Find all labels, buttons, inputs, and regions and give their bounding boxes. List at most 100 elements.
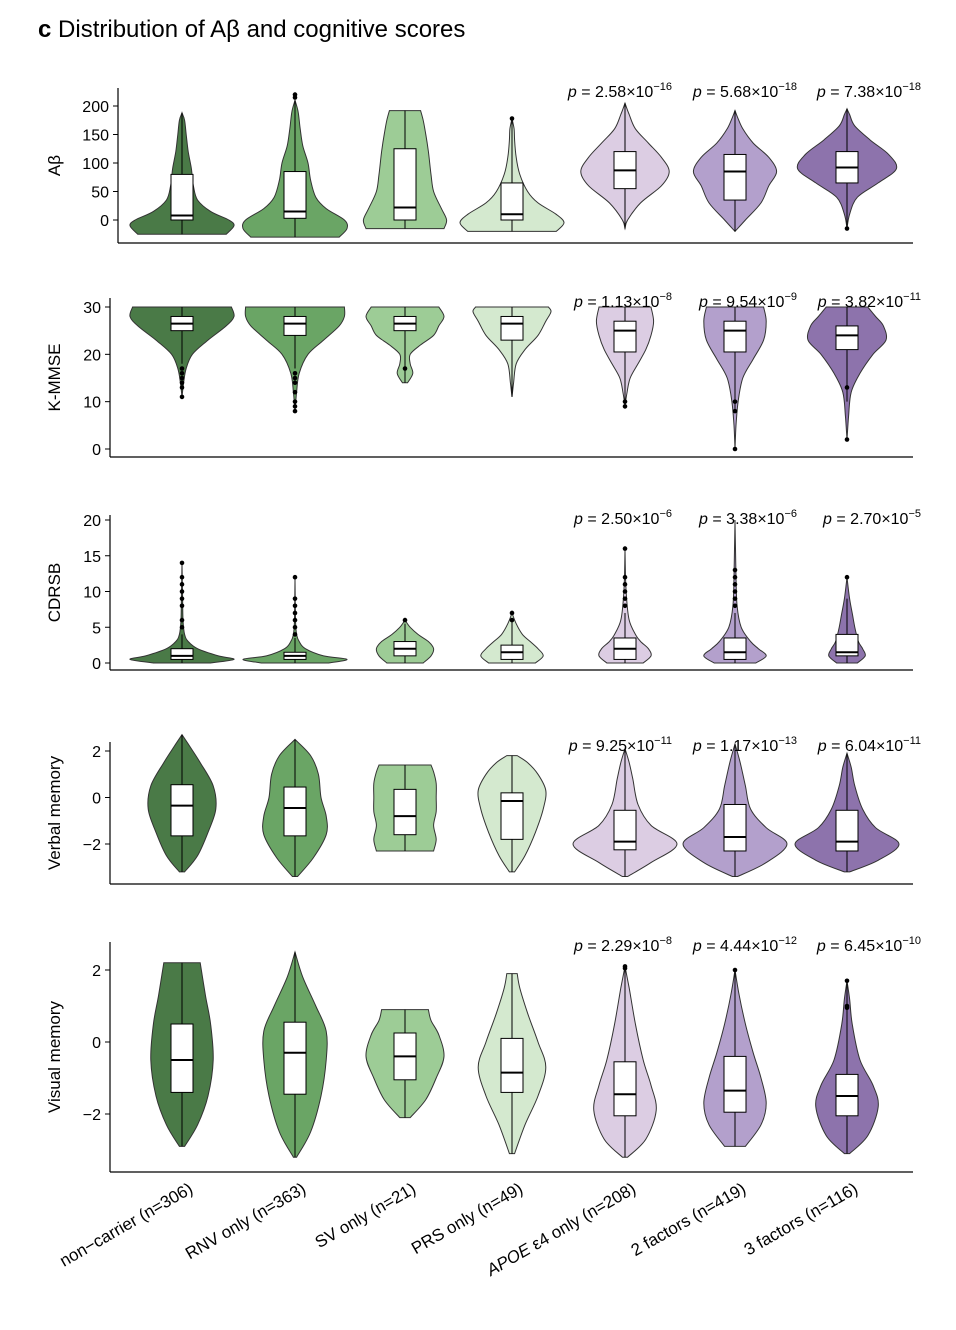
outlier-point xyxy=(292,399,298,404)
group-6 xyxy=(806,306,888,442)
p-value-label: p = 5.68×10−18 xyxy=(692,81,797,101)
outlier-point xyxy=(292,370,298,376)
outlier-point xyxy=(844,437,850,442)
y-tick-label: −2 xyxy=(83,1107,101,1124)
p-value-label: p = 2.70×10−5 xyxy=(822,508,921,528)
box xyxy=(835,809,859,852)
outlier-point xyxy=(179,617,185,623)
outlier-point xyxy=(622,603,628,609)
group-5 xyxy=(703,306,767,452)
outlier-point xyxy=(622,574,628,580)
box xyxy=(283,1021,307,1095)
p-value-label: p = 9.25×10−11 xyxy=(568,735,672,755)
outlier-point xyxy=(622,399,628,404)
group-1 xyxy=(242,574,348,664)
outlier-point xyxy=(622,582,628,587)
y-tick-label: 30 xyxy=(83,300,101,317)
group-4 xyxy=(572,746,678,877)
group-5 xyxy=(703,967,767,1147)
x-category-label: SV only (n=21) xyxy=(312,1179,419,1252)
box xyxy=(170,784,194,837)
y-tick-label: 2 xyxy=(92,744,101,761)
group-2 xyxy=(365,1009,445,1119)
outlier-point xyxy=(292,632,298,637)
group-0 xyxy=(129,560,235,664)
outlier-point xyxy=(622,404,628,409)
group-5 xyxy=(703,519,767,664)
figure-title: c Distribution of Aβ and cognitive score… xyxy=(38,16,465,44)
outlier-point xyxy=(292,380,298,386)
group-4 xyxy=(580,101,670,231)
panel-3: −2 0 2 Verbal memory p = 9.25×10−11 p = 1.17×… xyxy=(45,733,921,885)
y-tick-label: 0 xyxy=(100,213,109,230)
group-2 xyxy=(375,617,435,664)
outlier-point xyxy=(844,1005,850,1011)
outlier-point xyxy=(622,964,628,969)
p-value-label: p = 2.58×10−16 xyxy=(567,81,672,101)
box xyxy=(170,173,194,221)
group-6 xyxy=(796,107,898,231)
outlier-point xyxy=(292,596,298,601)
box xyxy=(613,320,637,353)
p-value-label: p = 1.13×10−8 xyxy=(573,291,672,311)
p-value-label: p = 6.04×10−11 xyxy=(817,735,921,755)
y-tick-label: 100 xyxy=(82,156,109,173)
p-value-label: p = 1.17×10−13 xyxy=(692,735,797,755)
box xyxy=(500,1037,524,1093)
outlier-point xyxy=(179,370,185,376)
group-2 xyxy=(362,110,448,230)
group-4 xyxy=(593,964,657,1158)
outlier-point xyxy=(292,404,298,409)
p-value-label: p = 7.38×10−18 xyxy=(816,81,921,101)
outlier-point xyxy=(732,399,738,404)
p-value-label: p = 6.45×10−10 xyxy=(816,935,921,955)
outlier-point xyxy=(732,603,738,609)
outlier-point xyxy=(179,385,185,390)
outlier-point xyxy=(732,967,738,973)
group-1 xyxy=(262,738,328,877)
outlier-point xyxy=(292,389,298,395)
box xyxy=(500,182,524,221)
y-tick-label: 10 xyxy=(83,585,101,602)
outlier-point xyxy=(292,617,298,623)
group-4 xyxy=(595,306,655,409)
box xyxy=(500,315,524,341)
outlier-point xyxy=(292,603,298,609)
outlier-point xyxy=(402,617,408,623)
p-value-label: p = 3.82×10−11 xyxy=(817,291,921,311)
group-1 xyxy=(244,306,346,414)
box xyxy=(283,786,307,837)
group-3 xyxy=(459,116,565,232)
outlier-point xyxy=(179,394,185,400)
outlier-point xyxy=(732,567,738,573)
outlier-point xyxy=(292,610,298,616)
y-tick-label: 0 xyxy=(92,656,101,673)
group-5 xyxy=(692,109,778,233)
outlier-point xyxy=(844,385,850,390)
p-value-label: p = 3.38×10−6 xyxy=(698,508,797,528)
group-0 xyxy=(147,733,217,873)
group-6 xyxy=(828,574,866,664)
group-3 xyxy=(480,610,544,664)
outlier-point xyxy=(732,582,738,587)
box xyxy=(723,803,747,852)
group-2 xyxy=(365,306,445,384)
outlier-point xyxy=(732,589,738,594)
y-axis-label: K-MMSE xyxy=(45,344,64,412)
group-0 xyxy=(129,111,235,235)
outlier-point xyxy=(179,624,185,630)
y-axis-label: Visual memory xyxy=(45,1000,64,1113)
outlier-point xyxy=(179,375,185,381)
y-tick-label: 15 xyxy=(83,549,101,566)
y-tick-label: 0 xyxy=(92,1035,101,1052)
p-value-label: p = 4.44×10−12 xyxy=(692,935,797,955)
y-tick-label: 50 xyxy=(91,185,109,202)
box xyxy=(283,171,307,219)
outlier-point xyxy=(179,582,185,587)
p-value-label: p = 2.29×10−8 xyxy=(573,935,672,955)
outlier-point xyxy=(179,603,185,609)
y-axis-label: CDRSB xyxy=(45,563,64,623)
outlier-point xyxy=(292,624,298,630)
outlier-point xyxy=(179,380,185,386)
